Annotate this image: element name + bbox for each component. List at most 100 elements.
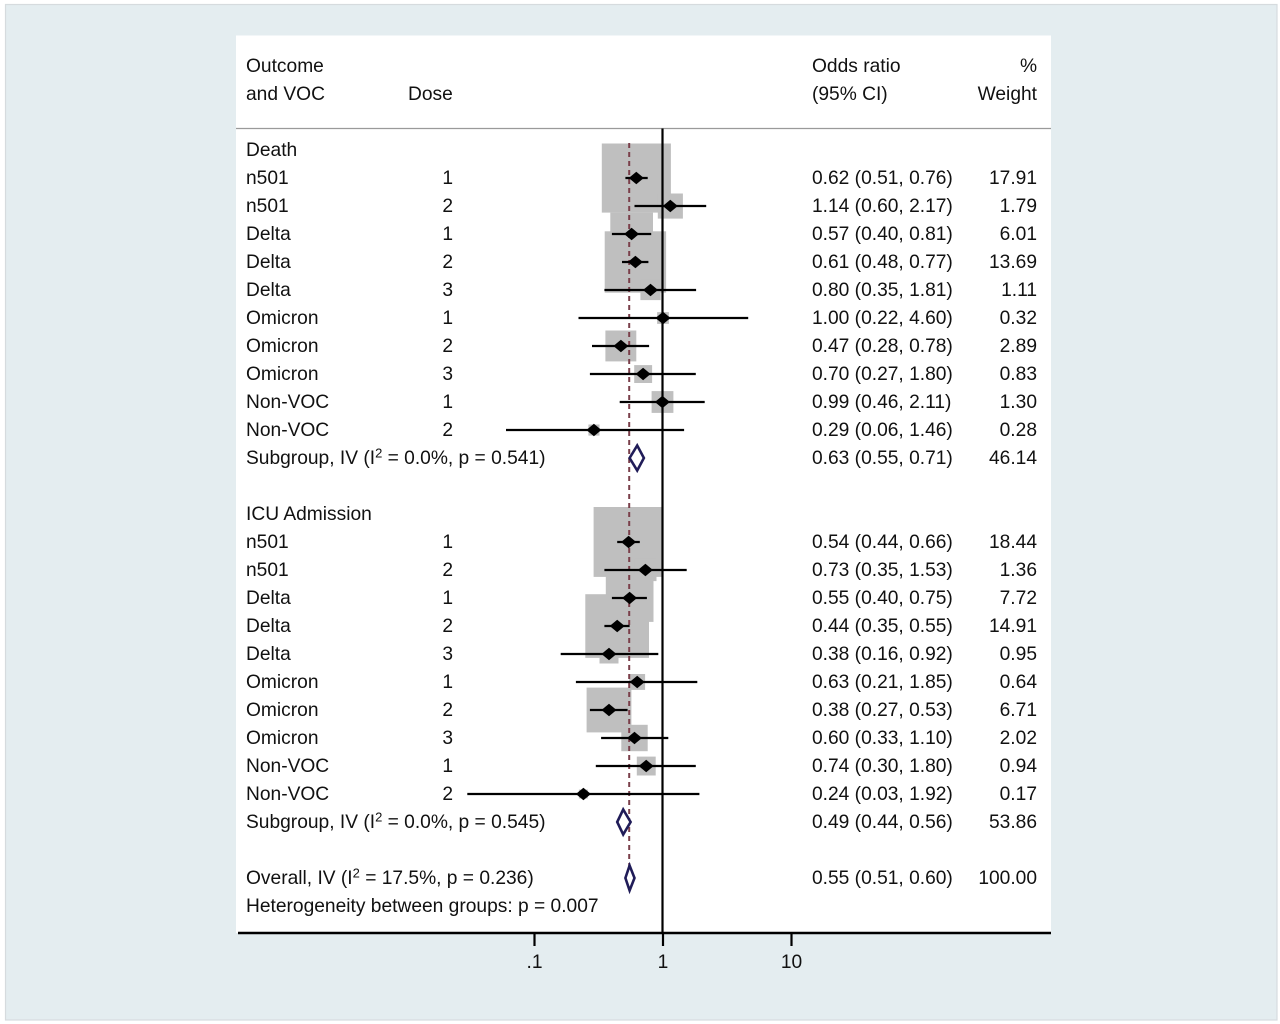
svg-text:10: 10: [781, 952, 802, 973]
svg-text:2.02: 2.02: [1000, 728, 1037, 749]
svg-text:0.64: 0.64: [1000, 672, 1038, 693]
svg-text:1: 1: [442, 168, 453, 189]
svg-text:ICU Admission: ICU Admission: [246, 504, 372, 525]
svg-text:1: 1: [442, 224, 453, 245]
svg-text:0.24 (0.03, 1.92): 0.24 (0.03, 1.92): [812, 784, 953, 805]
svg-text:18.44: 18.44: [989, 532, 1037, 553]
svg-text:0.61 (0.48, 0.77): 0.61 (0.48, 0.77): [812, 252, 953, 273]
svg-text:and VOC: and VOC: [246, 84, 325, 105]
svg-text:Non-VOC: Non-VOC: [246, 756, 329, 777]
svg-text:0.38 (0.16, 0.92): 0.38 (0.16, 0.92): [812, 644, 953, 665]
svg-text:0.99 (0.46, 2.11): 0.99 (0.46, 2.11): [812, 392, 951, 413]
svg-text:0.73 (0.35, 1.53): 0.73 (0.35, 1.53): [812, 560, 953, 581]
svg-text:Odds ratio: Odds ratio: [812, 56, 901, 77]
svg-text:0.28: 0.28: [1000, 420, 1037, 441]
svg-text:0.54 (0.44, 0.66): 0.54 (0.44, 0.66): [812, 532, 953, 553]
svg-text:17.91: 17.91: [989, 168, 1037, 189]
svg-text:Outcome: Outcome: [246, 56, 324, 77]
svg-text:0.74 (0.30, 1.80): 0.74 (0.30, 1.80): [812, 756, 953, 777]
svg-text:Delta: Delta: [246, 616, 291, 637]
svg-text:Overall, IV (I2 = 17.5%, p = 0: Overall, IV (I2 = 17.5%, p = 0.236): [246, 866, 534, 890]
svg-text:6.01: 6.01: [1000, 224, 1037, 245]
svg-text:1: 1: [442, 392, 453, 413]
svg-text:100.00: 100.00: [978, 868, 1037, 889]
svg-text:1: 1: [442, 532, 453, 553]
svg-text:Delta: Delta: [246, 588, 291, 609]
svg-text:0.63 (0.55, 0.71): 0.63 (0.55, 0.71): [812, 448, 953, 469]
svg-text:1.14 (0.60, 2.17): 1.14 (0.60, 2.17): [812, 196, 953, 217]
svg-text:2: 2: [442, 560, 453, 581]
svg-text:1: 1: [442, 672, 453, 693]
svg-text:Delta: Delta: [246, 252, 291, 273]
svg-text:0.57 (0.40, 0.81): 0.57 (0.40, 0.81): [812, 224, 953, 245]
svg-text:2: 2: [442, 336, 453, 357]
svg-text:Non-VOC: Non-VOC: [246, 420, 329, 441]
svg-text:Heterogeneity between groups:: Heterogeneity between groups: p = 0.007: [246, 896, 599, 917]
svg-text:Omicron: Omicron: [246, 672, 319, 693]
svg-text:0.55 (0.51, 0.60): 0.55 (0.51, 0.60): [812, 868, 953, 889]
svg-text:0.95: 0.95: [1000, 644, 1037, 665]
svg-text:Death: Death: [246, 140, 297, 161]
svg-text:0.60 (0.33, 1.10): 0.60 (0.33, 1.10): [812, 728, 953, 749]
svg-text:2: 2: [442, 252, 453, 273]
svg-text:Non-VOC: Non-VOC: [246, 784, 329, 805]
svg-text:n501: n501: [246, 196, 289, 217]
svg-text:Dose: Dose: [408, 84, 453, 105]
svg-text:2: 2: [442, 700, 453, 721]
svg-text:n501: n501: [246, 168, 289, 189]
svg-text:0.49 (0.44, 0.56): 0.49 (0.44, 0.56): [812, 812, 953, 833]
svg-text:0.47 (0.28, 0.78): 0.47 (0.28, 0.78): [812, 336, 953, 357]
svg-text:6.71: 6.71: [1000, 700, 1037, 721]
svg-text:3: 3: [442, 280, 453, 301]
svg-text:7.72: 7.72: [1000, 588, 1037, 609]
svg-text:0.83: 0.83: [1000, 364, 1037, 385]
svg-text:46.14: 46.14: [989, 448, 1037, 469]
svg-text:n501: n501: [246, 532, 289, 553]
svg-text:0.70 (0.27, 1.80): 0.70 (0.27, 1.80): [812, 364, 953, 385]
svg-text:13.69: 13.69: [989, 252, 1037, 273]
svg-text:53.86: 53.86: [989, 812, 1037, 833]
svg-text:Omicron: Omicron: [246, 308, 319, 329]
svg-text:1: 1: [442, 756, 453, 777]
svg-text:0.44 (0.35, 0.55): 0.44 (0.35, 0.55): [812, 616, 953, 637]
svg-text:n501: n501: [246, 560, 289, 581]
svg-text:Omicron: Omicron: [246, 700, 319, 721]
svg-text:Non-VOC: Non-VOC: [246, 392, 329, 413]
svg-text:2: 2: [442, 616, 453, 637]
svg-text:Omicron: Omicron: [246, 336, 319, 357]
svg-text:0.32: 0.32: [1000, 308, 1037, 329]
svg-text:0.17: 0.17: [1000, 784, 1037, 805]
svg-text:1.00 (0.22, 4.60): 1.00 (0.22, 4.60): [812, 308, 953, 329]
svg-text:1.36: 1.36: [1000, 560, 1037, 581]
svg-text:Subgroup, IV (I2 = 0.0%, p = 0: Subgroup, IV (I2 = 0.0%, p = 0.541): [246, 446, 546, 470]
svg-text:%: %: [1020, 56, 1037, 77]
svg-text:1: 1: [442, 588, 453, 609]
svg-text:3: 3: [442, 364, 453, 385]
svg-text:3: 3: [442, 644, 453, 665]
svg-text:1.30: 1.30: [1000, 392, 1037, 413]
svg-text:0.62 (0.51, 0.76): 0.62 (0.51, 0.76): [812, 168, 953, 189]
svg-text:1.11: 1.11: [1001, 280, 1037, 301]
svg-text:Subgroup, IV (I2 = 0.0%, p = 0: Subgroup, IV (I2 = 0.0%, p = 0.545): [246, 810, 546, 834]
svg-text:Delta: Delta: [246, 280, 291, 301]
svg-text:Delta: Delta: [246, 644, 291, 665]
svg-text:1.79: 1.79: [1000, 196, 1037, 217]
svg-text:0.55 (0.40, 0.75): 0.55 (0.40, 0.75): [812, 588, 953, 609]
svg-text:0.29 (0.06, 1.46): 0.29 (0.06, 1.46): [812, 420, 953, 441]
svg-text:0.94: 0.94: [1000, 756, 1038, 777]
svg-text:2.89: 2.89: [1000, 336, 1037, 357]
svg-text:1: 1: [442, 308, 453, 329]
svg-text:1: 1: [658, 952, 669, 973]
svg-text:Delta: Delta: [246, 224, 291, 245]
svg-text:(95% CI): (95% CI): [812, 84, 888, 105]
svg-text:2: 2: [442, 784, 453, 805]
svg-text:2: 2: [442, 420, 453, 441]
svg-text:Weight: Weight: [978, 84, 1038, 105]
svg-text:Omicron: Omicron: [246, 364, 319, 385]
svg-text:2: 2: [442, 196, 453, 217]
svg-text:.1: .1: [526, 952, 542, 973]
svg-text:Omicron: Omicron: [246, 728, 319, 749]
svg-text:0.63 (0.21, 1.85): 0.63 (0.21, 1.85): [812, 672, 953, 693]
svg-text:0.38 (0.27, 0.53): 0.38 (0.27, 0.53): [812, 700, 953, 721]
svg-text:14.91: 14.91: [989, 616, 1037, 637]
